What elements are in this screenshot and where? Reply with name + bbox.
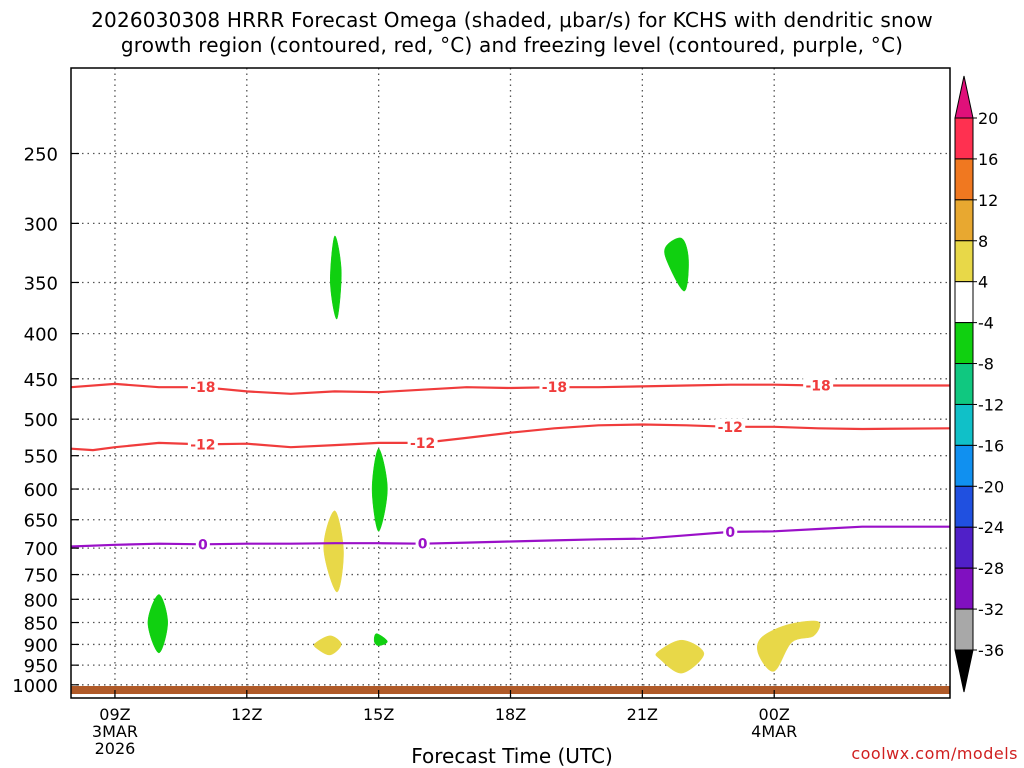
shaded-region-0 (330, 235, 342, 320)
contour-label-1-0: -12 (190, 437, 215, 453)
colorbar-label-9: -20 (978, 477, 1004, 496)
x-tick-label-21-0: 21Z (627, 705, 658, 724)
colorbar-box-0 (954, 117, 974, 160)
y-tick-label-450: 450 (24, 370, 58, 391)
contour-label-1-1: -12 (410, 436, 435, 452)
colorbar-bottom-arrow (954, 649, 974, 693)
colorbar-label-1: 16 (978, 150, 998, 169)
colorbar-box-3 (954, 240, 974, 283)
colorbar-label-7: -12 (978, 395, 1004, 414)
colorbar-box-6 (954, 363, 974, 405)
chart-title-line1: 2026030308 HRRR Forecast Omega (shaded, … (91, 8, 933, 32)
colorbar-label-12: -32 (978, 600, 1004, 619)
contour-lines: -18 -18 -18 -12 -12 -12 0 0 0 (71, 377, 950, 553)
colorbar-box-11 (954, 567, 974, 610)
colorbar-label-4: 4 (978, 273, 988, 292)
colorbar-box-1 (954, 158, 974, 201)
contour-label-bg-1-1 (407, 434, 438, 451)
y-tick-label-950: 950 (24, 656, 58, 677)
colorbar-label-11: -28 (978, 559, 1004, 578)
colorbar-box-7 (954, 403, 974, 446)
y-tick-label-250: 250 (24, 145, 58, 166)
contour-label-bg-1-2 (715, 418, 746, 435)
contour-line-2 (71, 525, 950, 548)
contour-label-2-2: 0 (725, 525, 735, 541)
shaded-region-5 (323, 510, 344, 593)
contour-label-bg-2-2 (723, 523, 738, 540)
colorbar-label-5: -4 (978, 314, 994, 333)
shaded-region-3 (147, 594, 168, 654)
contour-label-0-0: -18 (190, 380, 215, 396)
colorbar-box-5 (954, 322, 974, 365)
colorbar-label-3: 8 (978, 232, 988, 251)
y-tick-label-600: 600 (24, 480, 58, 501)
shaded-region-4 (373, 633, 388, 646)
chart-title-line2: growth region (contoured, red, °C) and f… (120, 33, 904, 57)
contour-label-2-0: 0 (198, 537, 208, 553)
colorbar-label-0: 20 (978, 109, 998, 128)
y-tick-label-500: 500 (24, 410, 58, 431)
y-axis-ticks: 2503003504004505005506006507007508008509… (12, 145, 79, 697)
contour-label-bg-2-1 (415, 535, 430, 552)
colorbar-label-2: 12 (978, 191, 998, 210)
contour-label-bg-1-0 (187, 436, 218, 453)
colorbar-label-6: -8 (978, 355, 994, 374)
x-tick-label-9-2: 2026 (95, 739, 136, 758)
x-tick-label-15-0: 15Z (363, 705, 394, 724)
y-tick-label-650: 650 (24, 511, 58, 532)
x-tick-label-24-1: 4MAR (751, 722, 797, 741)
colorbar-box-12 (954, 608, 974, 651)
x-tick-label-18-0: 18Z (495, 705, 526, 724)
y-tick-label-550: 550 (24, 447, 58, 468)
colorbar-label-8: -16 (978, 436, 1004, 455)
colorbar-box-8 (954, 444, 974, 487)
shaded-region-2 (371, 448, 388, 532)
colorbar-top-arrow (954, 75, 974, 119)
colorbar-label-13: -36 (978, 641, 1004, 660)
colorbar-box-10 (954, 526, 974, 569)
contour-label-2-1: 0 (418, 537, 428, 553)
contour-label-bg-0-0 (187, 379, 218, 396)
contour-label-0-2: -18 (806, 379, 831, 395)
x-tick-label-9-1: 3MAR (92, 722, 138, 741)
y-tick-label-900: 900 (24, 635, 58, 656)
y-tick-label-800: 800 (24, 590, 58, 611)
credit-link[interactable]: coolwx.com/models (851, 744, 1018, 763)
x-axis-label: Forecast Time (UTC) (411, 744, 613, 768)
shaded-region-1 (664, 237, 689, 292)
colorbar: 20 16 12 8 4 -4 -8 -12 -16 -20 -24 -28 -32 -36 (954, 75, 1004, 693)
colorbar-box-4 (954, 281, 974, 324)
y-tick-label-300: 300 (24, 214, 58, 235)
contour-label-bg-0-1 (539, 379, 570, 396)
x-tick-label-9-0: 09Z (99, 705, 130, 724)
y-tick-label-400: 400 (24, 325, 58, 346)
x-tick-label-12-0: 12Z (231, 705, 262, 724)
y-tick-label-1000: 1000 (12, 676, 58, 697)
shaded-regions (147, 235, 821, 674)
shaded-region-8 (757, 620, 821, 672)
shaded-region-7 (655, 639, 705, 674)
y-tick-label-850: 850 (24, 614, 58, 635)
contour-label-bg-2-0 (195, 536, 210, 553)
contour-label-1-2: -12 (718, 420, 743, 436)
contour-line-1 (71, 423, 950, 452)
colorbar-label-10: -24 (978, 518, 1004, 537)
x-tick-label-24-0: 00Z (759, 705, 790, 724)
colorbar-box-9 (954, 485, 974, 528)
shaded-region-6 (313, 635, 342, 656)
contour-label-0-1: -18 (542, 380, 567, 396)
y-tick-label-700: 700 (24, 539, 58, 560)
contour-label-bg-0-2 (803, 377, 834, 394)
y-tick-label-750: 750 (24, 566, 58, 587)
colorbar-box-2 (954, 199, 974, 242)
y-tick-label-350: 350 (24, 273, 58, 294)
